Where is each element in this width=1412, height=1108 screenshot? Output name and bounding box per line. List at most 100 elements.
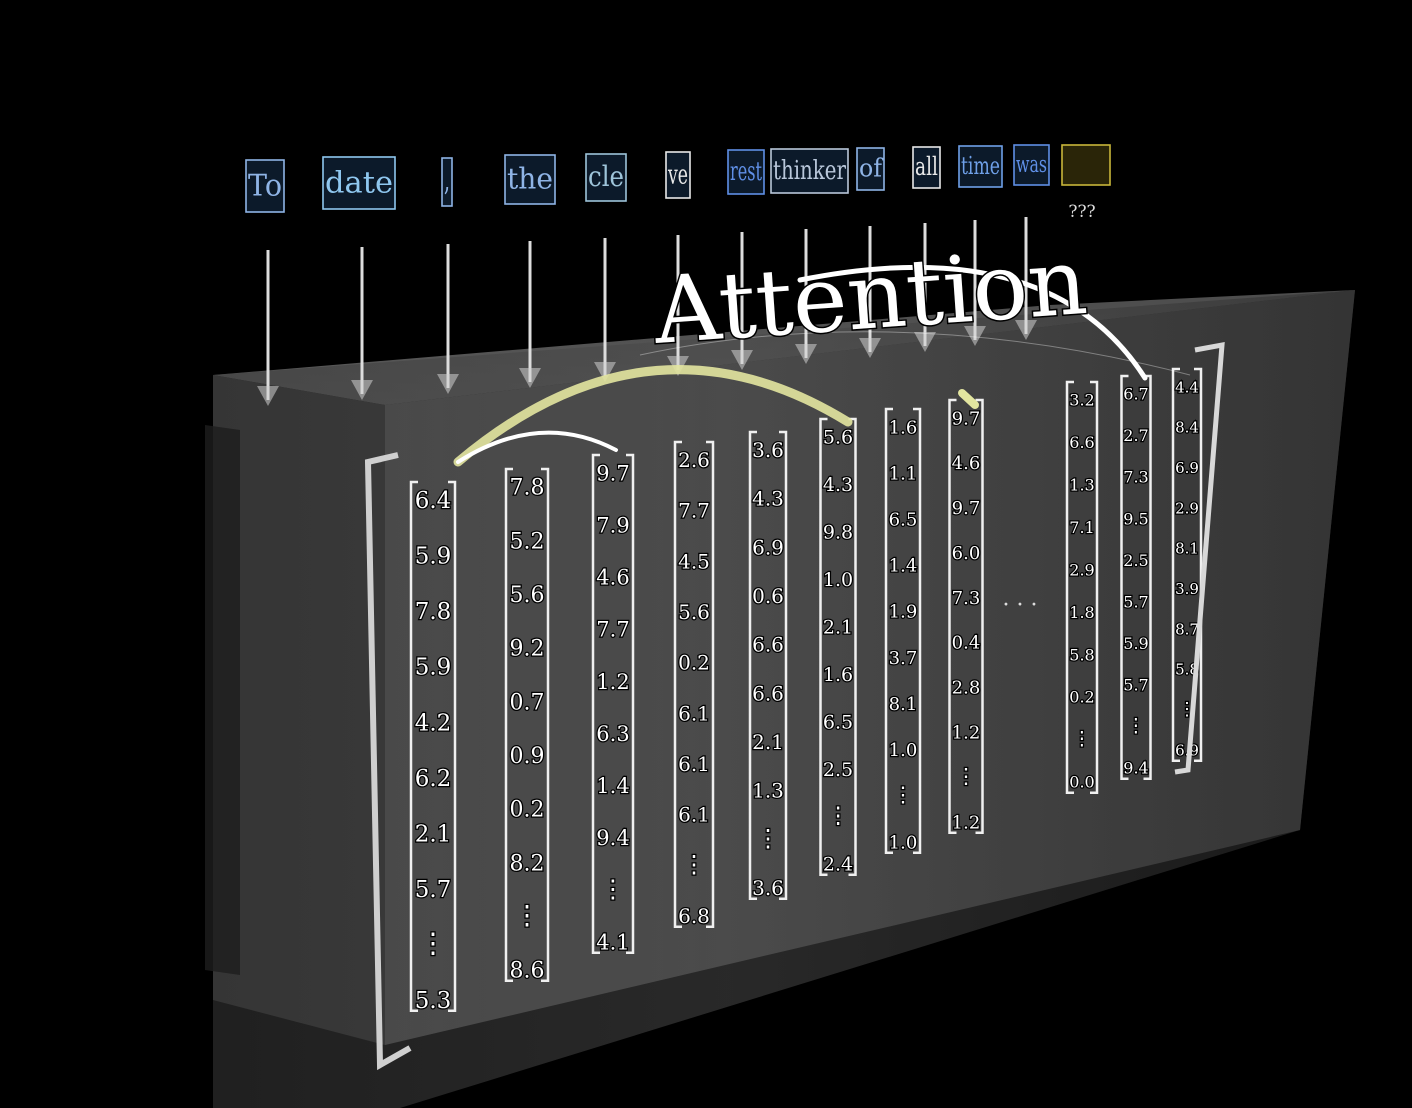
vector-value: 1.6 — [889, 417, 918, 438]
vector-value: 0.2 — [1069, 688, 1094, 707]
attention-arc — [456, 430, 618, 464]
vector-value: 6.0 — [952, 543, 981, 564]
vector-bracket-right — [975, 398, 984, 835]
vector-value: 1.4 — [889, 556, 918, 577]
vector-value: 1.0 — [889, 832, 918, 853]
vector-bracket-right — [541, 467, 550, 983]
vector-value: 4.6 — [952, 453, 981, 474]
vector-bracket-right — [1194, 367, 1203, 763]
vector-value: 2.1 — [823, 616, 853, 638]
vector-value: 5.7 — [415, 877, 452, 903]
vector-bracket-left — [409, 480, 418, 1013]
token-text: of — [859, 154, 884, 183]
token-text: To — [248, 168, 282, 203]
input-arrow — [594, 238, 616, 382]
vector-value: 5.9 — [415, 655, 452, 681]
vector-bracket-right — [848, 417, 857, 877]
token-box — [727, 149, 765, 195]
vector-value: 6.8 — [678, 904, 710, 928]
block-inner-shadow — [205, 425, 240, 975]
attention-arc-highlight — [453, 365, 853, 467]
vector-value: 1.3 — [1069, 475, 1094, 494]
vector-value: 2.8 — [952, 678, 981, 699]
vector-value: 8.4 — [1175, 419, 1199, 437]
token-box — [245, 159, 285, 213]
vector-value: 0.6 — [752, 584, 784, 608]
token-0: To — [245, 159, 285, 213]
vector-value: 8.6 — [510, 959, 545, 984]
vector-value: 1.8 — [1069, 603, 1094, 622]
token-4: cle — [585, 153, 627, 202]
token-5: ve — [665, 151, 691, 199]
vector-value: 9.7 — [952, 498, 981, 519]
input-arrow — [437, 244, 459, 394]
attention-arc — [797, 264, 1148, 381]
token-12 — [1061, 144, 1111, 186]
vector-value: 1.0 — [823, 569, 853, 591]
vector-bracket-left — [748, 430, 757, 901]
vector-value: 1.9 — [889, 602, 918, 623]
embedding-vector: 2.6 7.7 4.5 5.6 0.2 6.1 6.1 6.1 ⋮ 6.8 — [673, 440, 715, 929]
vector-bracket-right — [706, 440, 715, 929]
token-text: cle — [588, 160, 624, 193]
vector-value: 9.8 — [823, 522, 853, 544]
vector-value: 3.9 — [1175, 580, 1199, 598]
vector-value: 5.7 — [1123, 675, 1148, 694]
vector-bracket-left — [884, 407, 893, 855]
embedding-vector: 5.6 4.3 9.8 1.0 2.1 1.6 6.5 2.5 ⋮ 2.4 — [819, 417, 857, 877]
embedding-vector: 1.6 1.1 6.5 1.4 1.9 3.7 8.1 1.0 ⋮ 1.0 — [884, 407, 922, 855]
vector-value: 6.9 — [1175, 459, 1199, 477]
token-box — [1013, 144, 1050, 186]
vector-value: ⋮ — [756, 824, 780, 852]
matrix-bracket — [364, 341, 1225, 1071]
vector-value: 1.3 — [752, 779, 784, 803]
query-token-box — [1061, 144, 1111, 186]
token-box — [856, 147, 885, 191]
vector-value: 2.7 — [1123, 426, 1148, 445]
vector-bracket-left — [1171, 367, 1180, 763]
token-7: thinker — [770, 148, 849, 194]
vector-value: 4.1 — [596, 930, 629, 954]
input-arrow — [859, 226, 881, 358]
embedding-vectors: 6.4 5.9 7.8 5.9 4.2 6.2 2.1 5.7 ⋮ 5.3 7.8 5.2 5.6 9.2… — [364, 341, 1225, 1071]
vector-value: 7.8 — [415, 599, 452, 625]
vector-bracket-left — [819, 417, 828, 877]
vector-value: 3.6 — [752, 876, 784, 900]
vector-value: 6.6 — [1069, 433, 1094, 452]
vector-value: 8.7 — [1175, 620, 1199, 638]
vector-value: 4.2 — [415, 710, 452, 736]
token-text: rest — [730, 157, 762, 187]
token-box — [770, 148, 849, 194]
vector-value: 8.2 — [510, 851, 545, 876]
token-box — [912, 146, 941, 189]
embedding-vector: 9.7 7.9 4.6 7.7 1.2 6.3 1.4 9.4 ⋮ 4.1 — [591, 453, 635, 956]
vector-value: 5.7 — [1123, 592, 1148, 611]
block-front-face — [213, 290, 1355, 1108]
vector-value: 0.4 — [952, 633, 981, 654]
embedding-vector: 6.7 2.7 7.3 9.5 2.5 5.7 5.9 5.7 ⋮ 9.4 — [1120, 374, 1152, 781]
vector-value: ⋮ — [1072, 727, 1091, 750]
vector-value: ⋮ — [419, 926, 447, 959]
vector-value: ⋮ — [682, 850, 706, 878]
input-arrow — [914, 223, 936, 352]
vector-value: 2.5 — [1123, 551, 1148, 570]
vector-value: 0.7 — [510, 690, 545, 715]
token-text: was — [1016, 152, 1047, 178]
transformer-block — [205, 290, 1355, 1108]
vector-value: ⋮ — [827, 803, 850, 829]
vector-bracket-right — [1143, 374, 1152, 781]
token-11: was — [1013, 144, 1050, 186]
vector-value: ⋮ — [514, 900, 540, 931]
vector-value: 0.0 — [1069, 773, 1094, 792]
vector-value: 0.2 — [678, 651, 710, 675]
token-1: date — [322, 156, 396, 210]
vector-value: 1.2 — [952, 723, 981, 744]
vector-value: 5.9 — [415, 544, 452, 570]
input-arrow — [1015, 217, 1037, 340]
vector-value: 7.3 — [952, 588, 981, 609]
token-8: of — [856, 147, 885, 191]
vector-value: 5.6 — [678, 600, 710, 624]
vector-bracket-left — [1120, 374, 1129, 781]
input-arrow — [731, 232, 753, 370]
token-box — [504, 154, 556, 205]
